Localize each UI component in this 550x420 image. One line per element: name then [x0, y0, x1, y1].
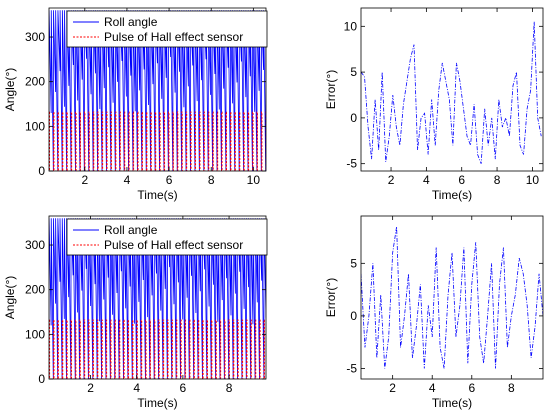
plot-frame [360, 215, 544, 380]
x-tick-label: 6 [468, 381, 475, 395]
chart-4: 2 4 6 8 -5 0 5 Time(s) Error(°) [324, 215, 544, 410]
x-tick-label: 2 [81, 173, 88, 187]
x-tick-label: 4 [429, 381, 436, 395]
y-axis-label: Angle(°) [3, 276, 17, 319]
series-line-2 [49, 319, 266, 379]
chart-3: 2 4 6 8 0 100 200 300 Time(s) Angle(°) Roll angleP… [3, 215, 268, 410]
y-tick-label: 0 [350, 111, 357, 125]
x-tick-label: 2 [389, 381, 396, 395]
chart-2: 2 4 6 8 10 -5 0 5 10 Time(s) Error(°) [324, 7, 544, 202]
plot-frame [48, 7, 267, 172]
legend-box [66, 218, 268, 256]
x-axis-label: Time(s) [137, 396, 177, 410]
x-tick-label: 2 [388, 173, 395, 187]
legend-label: Roll angle [104, 15, 158, 29]
y-tick-label: 0 [350, 309, 357, 323]
plot-frame [48, 215, 267, 380]
y-tick-label: 10 [344, 19, 358, 33]
y-tick-label: 100 [25, 327, 45, 341]
y-tick-label: -5 [346, 361, 357, 375]
x-axis-label: Time(s) [137, 188, 177, 202]
y-tick-label: 100 [25, 119, 45, 133]
y-tick-label: 300 [25, 238, 45, 252]
x-tick-label: 8 [208, 173, 215, 187]
y-tick-label: 5 [350, 256, 357, 270]
y-tick-label: 200 [25, 283, 45, 297]
series-line-1 [361, 21, 542, 164]
series-group [361, 226, 543, 369]
y-axis-label: Error(°) [324, 70, 338, 109]
y-tick-label: 5 [350, 65, 357, 79]
series-line-1 [361, 226, 543, 369]
x-tick-label: 8 [494, 173, 501, 187]
x-tick-label: 6 [458, 173, 465, 187]
x-tick-label: 6 [180, 381, 187, 395]
series-group [361, 21, 542, 164]
x-tick-label: 10 [247, 173, 261, 187]
legend-label: Roll angle [104, 223, 158, 237]
x-tick-label: 8 [226, 381, 233, 395]
x-tick-label: 4 [133, 381, 140, 395]
y-axis-label: Error(°) [324, 278, 338, 317]
x-axis-label: Time(s) [432, 396, 472, 410]
plot-frame [360, 7, 544, 172]
x-tick-label: 2 [87, 381, 94, 395]
x-tick-label: 10 [526, 173, 540, 187]
plot-background [361, 8, 543, 171]
y-tick-label: 200 [25, 75, 45, 89]
plot-background [361, 216, 543, 379]
legend-label: Pulse of Hall effect sensor [104, 238, 243, 252]
x-tick-label: 4 [124, 173, 131, 187]
legend-box [66, 10, 268, 48]
legend-label: Pulse of Hall effect sensor [104, 30, 243, 44]
y-tick-label: 0 [38, 372, 45, 386]
y-axis-label: Angle(°) [3, 68, 17, 111]
y-tick-label: 300 [25, 30, 45, 44]
y-tick-label: 0 [38, 164, 45, 178]
x-tick-label: 8 [508, 381, 515, 395]
x-axis-label: Time(s) [432, 188, 472, 202]
y-tick-label: -5 [346, 157, 357, 171]
x-tick-label: 4 [423, 173, 430, 187]
x-tick-label: 6 [166, 173, 173, 187]
